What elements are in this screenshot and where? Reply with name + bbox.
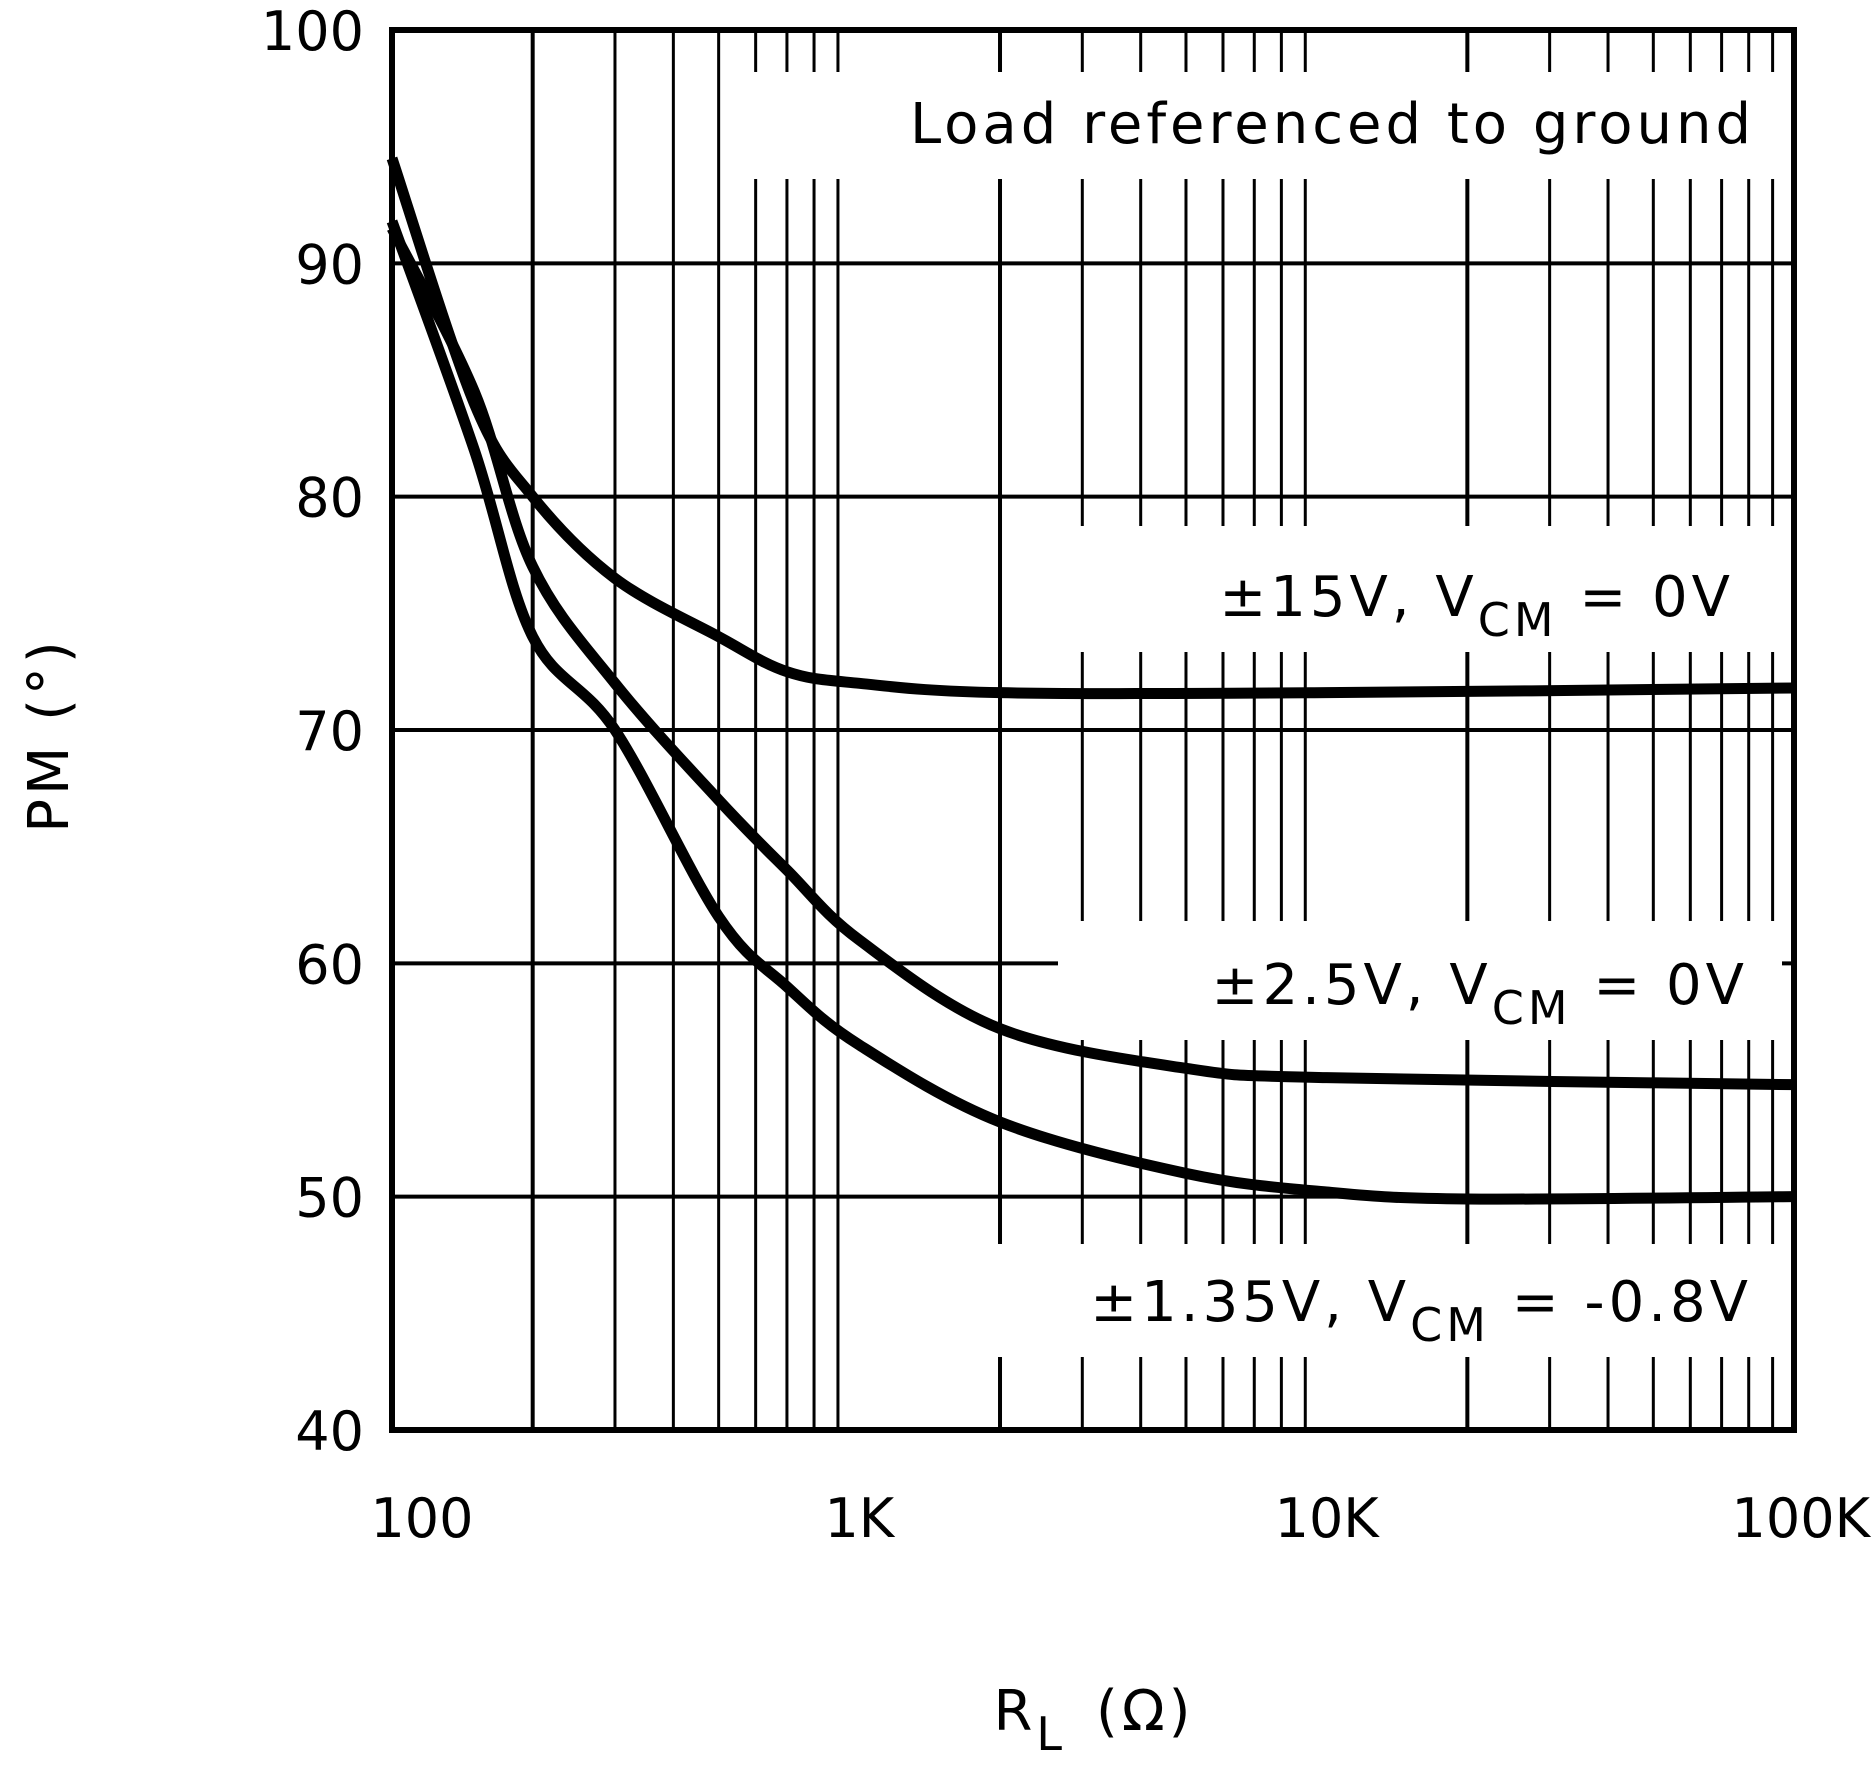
series-3-label: ±1.35V, VCM = -0.8V [1090, 1270, 1752, 1352]
y-axis-label: PM (°) [17, 637, 82, 833]
x-tick-labels: 100 1K 10K 100K [370, 1487, 1871, 1550]
y-tick-label: 80 [295, 467, 364, 530]
series-1-label-background [1076, 526, 1782, 652]
plot-frame [389, 27, 1797, 1433]
grid [392, 28, 1794, 1432]
annotation-background [735, 72, 1782, 179]
y-tick-label: 70 [295, 700, 364, 763]
series-line-2 [387, 225, 1795, 1091]
x-tick-label: 100K [1732, 1487, 1872, 1550]
x-tick-label: 10K [1275, 1487, 1381, 1550]
x-axis-label: RL (Ω) [993, 1679, 1194, 1761]
y-tick-label: 90 [295, 233, 364, 296]
x-tick-label: 100 [370, 1487, 473, 1550]
y-tick-label: 50 [295, 1167, 364, 1230]
x-tick-label: 1K [824, 1487, 895, 1550]
series-1-label: ±15V, VCM = 0V [1219, 565, 1734, 647]
series-2-label: ±2.5V, VCM = 0V [1212, 953, 1748, 1035]
y-tick-label: 40 [295, 1400, 364, 1463]
series-line-3 [386, 219, 1795, 1205]
series-2-label-background [1058, 921, 1782, 1040]
y-tick-labels: 40 50 60 70 80 90 100 [261, 0, 364, 1463]
series-3-label-background [903, 1244, 1782, 1357]
y-tick-label: 60 [295, 933, 364, 996]
label-backgrounds [735, 72, 1782, 1357]
series-lines [386, 156, 1795, 1205]
y-tick-label: 100 [261, 0, 364, 63]
annotation: Load referenced to ground [910, 92, 1755, 157]
